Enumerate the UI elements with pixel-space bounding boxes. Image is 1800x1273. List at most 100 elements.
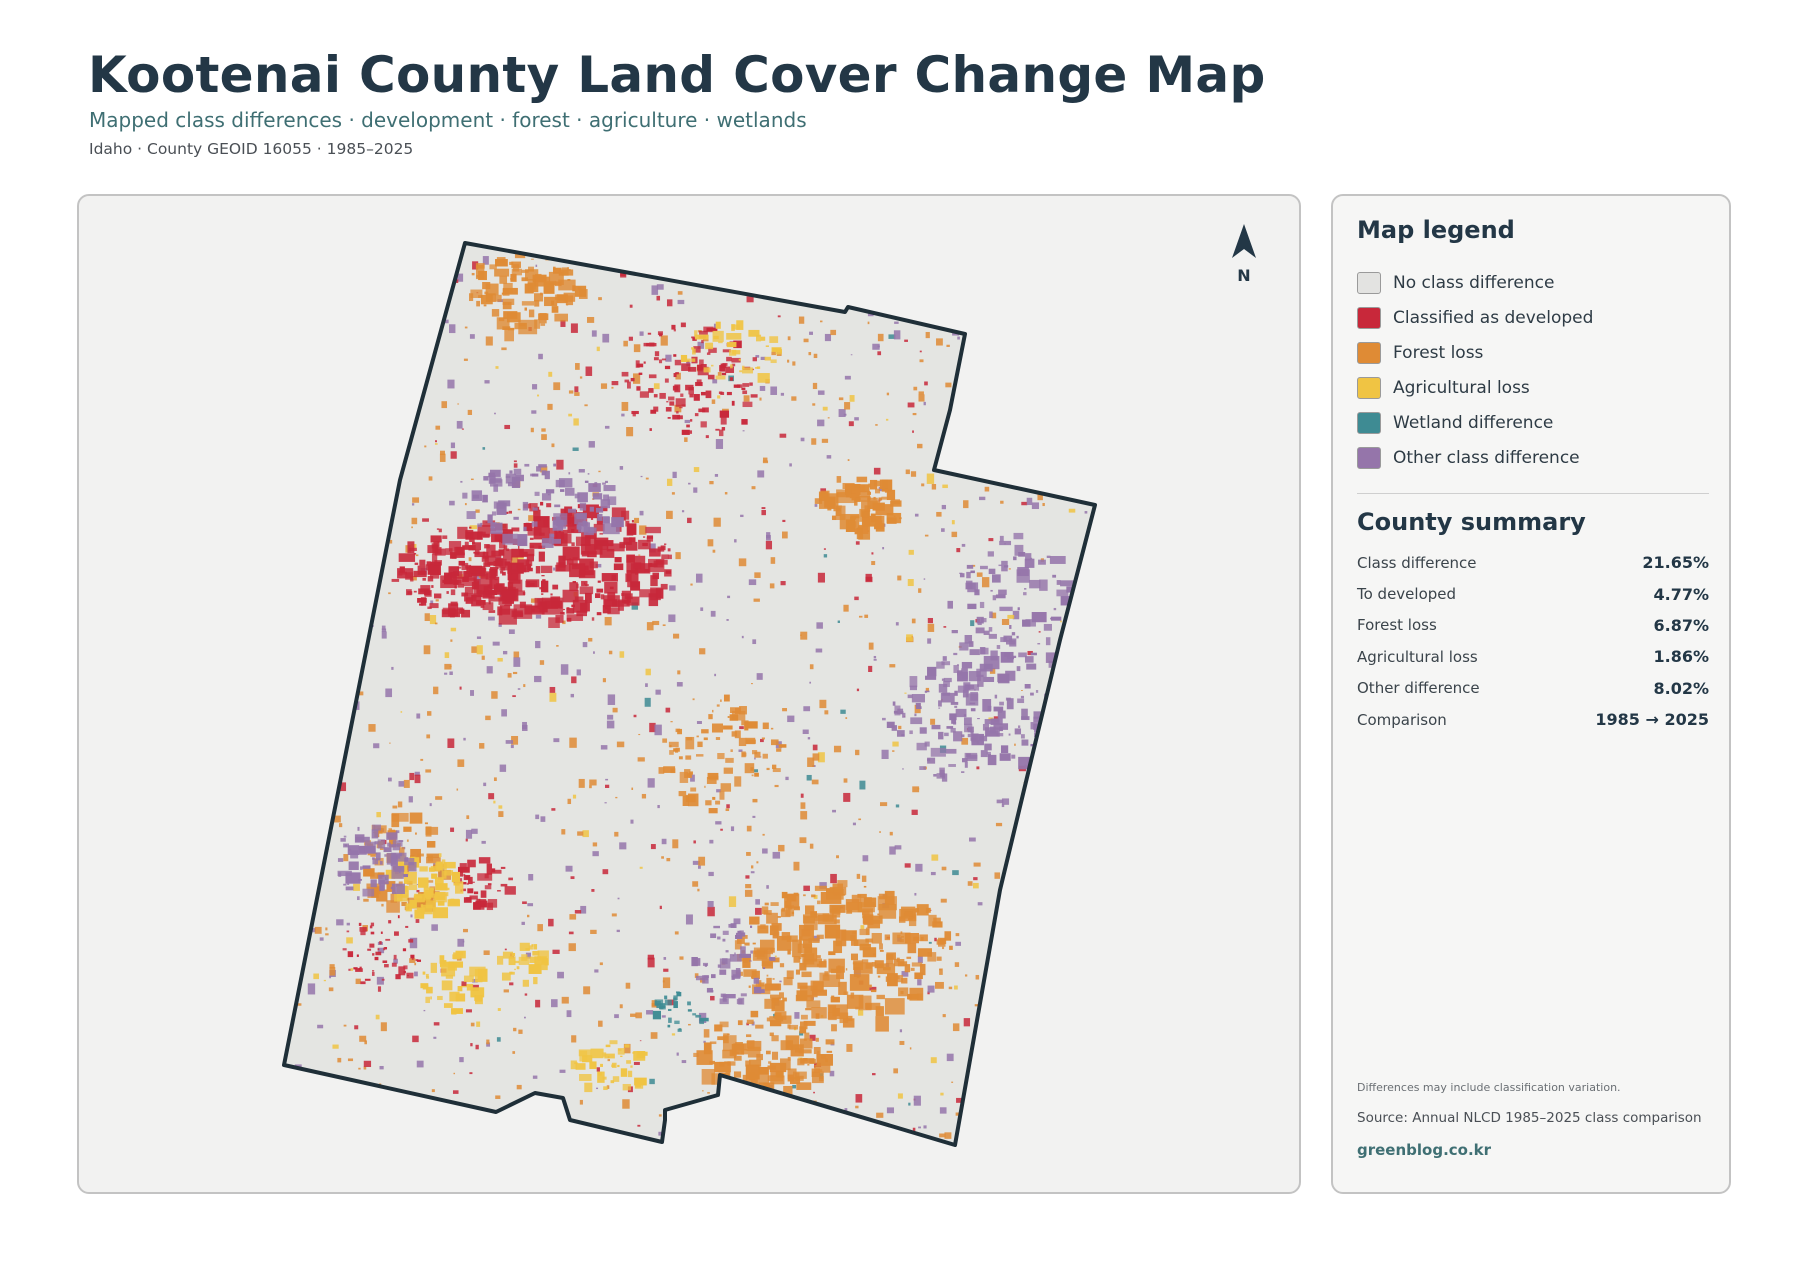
change-patch xyxy=(1008,733,1011,736)
change-patch xyxy=(768,1061,772,1064)
change-patch xyxy=(759,385,766,391)
change-patch xyxy=(369,327,375,332)
change-patch xyxy=(482,551,489,559)
change-patch xyxy=(743,1118,751,1124)
change-patch xyxy=(411,503,415,506)
change-patch xyxy=(544,470,550,480)
change-patch xyxy=(672,839,679,849)
change-patch xyxy=(942,946,945,950)
change-patch xyxy=(963,468,969,471)
change-patch xyxy=(871,552,874,555)
change-patch xyxy=(653,394,658,398)
change-patch xyxy=(791,396,797,401)
change-patch xyxy=(491,868,496,873)
change-patch xyxy=(325,933,329,936)
legend-label: Other class difference xyxy=(1393,447,1580,468)
change-patch xyxy=(979,601,985,609)
change-patch xyxy=(1000,745,1009,753)
change-patch xyxy=(626,570,639,582)
change-patch xyxy=(850,354,853,356)
change-patch xyxy=(553,463,557,467)
change-patch xyxy=(533,516,550,528)
change-patch xyxy=(376,279,383,287)
change-patch xyxy=(1005,670,1016,681)
change-patch xyxy=(861,484,866,493)
change-patch xyxy=(537,956,541,960)
change-patch xyxy=(675,372,679,375)
change-patch xyxy=(461,562,469,571)
change-patch xyxy=(1065,448,1070,454)
change-patch xyxy=(631,787,634,790)
change-patch xyxy=(1027,815,1030,818)
change-patch xyxy=(1011,295,1017,299)
change-patch xyxy=(652,572,660,580)
change-patch xyxy=(1043,623,1052,631)
change-patch xyxy=(772,978,775,980)
change-patch xyxy=(518,1029,523,1034)
change-patch xyxy=(716,789,722,793)
change-patch xyxy=(931,724,941,730)
change-patch xyxy=(661,856,664,859)
change-patch xyxy=(954,690,958,696)
change-patch xyxy=(607,1059,611,1062)
change-patch xyxy=(319,937,324,941)
change-patch xyxy=(377,986,382,992)
change-patch xyxy=(640,475,643,478)
summary-value: 1.86% xyxy=(1653,647,1709,667)
change-patch xyxy=(364,841,376,854)
change-patch xyxy=(988,754,991,757)
change-patch xyxy=(964,974,968,977)
change-patch xyxy=(973,862,981,867)
site-link[interactable]: greenblog.co.kr xyxy=(1357,1141,1492,1159)
change-patch xyxy=(486,863,492,875)
change-patch xyxy=(568,269,571,271)
change-patch xyxy=(416,889,420,893)
change-patch xyxy=(591,889,595,892)
change-patch xyxy=(801,971,812,978)
change-patch xyxy=(735,968,741,978)
change-patch xyxy=(799,837,807,844)
change-patch xyxy=(800,811,808,820)
change-patch xyxy=(535,264,538,267)
change-patch xyxy=(962,689,969,698)
change-patch xyxy=(508,956,516,966)
change-patch xyxy=(731,400,735,406)
change-patch xyxy=(615,796,618,799)
change-patch xyxy=(886,721,895,728)
change-patch xyxy=(769,925,779,936)
change-patch xyxy=(548,371,553,377)
change-patch xyxy=(536,466,542,472)
change-patch xyxy=(430,600,434,605)
change-patch xyxy=(692,698,695,701)
change-patch xyxy=(546,503,552,508)
change-patch xyxy=(695,754,704,757)
change-patch xyxy=(1083,904,1089,908)
change-patch xyxy=(704,964,708,967)
change-patch xyxy=(807,757,815,767)
change-patch xyxy=(544,296,558,307)
change-patch xyxy=(1045,401,1049,406)
change-patch xyxy=(502,951,514,959)
change-patch xyxy=(646,1010,654,1015)
change-patch xyxy=(667,1008,672,1012)
change-patch xyxy=(681,429,690,435)
change-patch xyxy=(793,956,801,963)
change-patch xyxy=(990,1015,993,1017)
change-patch xyxy=(850,992,855,999)
change-patch xyxy=(668,1017,672,1023)
change-patch xyxy=(1085,672,1090,679)
change-patch xyxy=(719,969,727,975)
change-patch xyxy=(803,885,810,892)
change-patch xyxy=(853,263,859,270)
change-patch xyxy=(541,593,544,595)
change-patch xyxy=(882,717,886,721)
change-patch xyxy=(819,320,823,323)
change-patch xyxy=(994,872,1001,879)
change-patch xyxy=(1046,555,1051,558)
change-patch xyxy=(417,565,426,575)
change-patch xyxy=(317,483,323,488)
change-patch xyxy=(370,872,383,879)
change-patch xyxy=(800,1014,808,1020)
change-patch xyxy=(645,683,648,687)
change-patch xyxy=(905,469,910,475)
